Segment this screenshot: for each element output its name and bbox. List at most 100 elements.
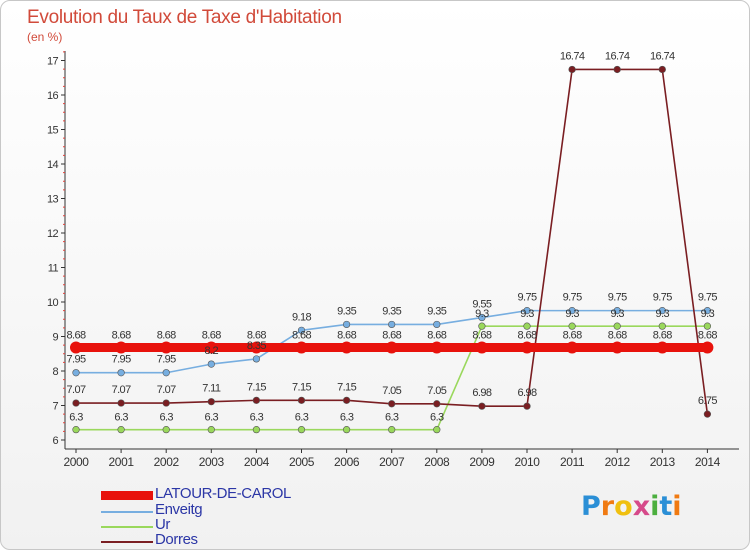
data-point — [433, 400, 441, 408]
data-point — [523, 402, 531, 410]
proxiti-logo-letter: r — [600, 491, 615, 522]
data-point — [162, 369, 170, 377]
data-label: 9.75 — [698, 292, 717, 304]
data-point — [388, 400, 396, 408]
x-tick-label: 2008 — [424, 455, 450, 469]
data-label: 8.68 — [157, 330, 176, 342]
x-tick-label: 2014 — [695, 455, 721, 469]
x-tick-label: 2004 — [244, 455, 270, 469]
x-tick-label: 2007 — [379, 455, 405, 469]
data-point — [613, 307, 621, 315]
data-point — [521, 341, 533, 354]
data-point — [115, 341, 128, 354]
data-point — [703, 307, 712, 315]
data-label: 8.68 — [292, 330, 311, 342]
x-tick-label: 2005 — [289, 455, 315, 469]
legend-swatch-dorres — [101, 541, 153, 543]
data-point — [297, 426, 306, 434]
x-tick-label: 2010 — [514, 455, 540, 469]
data-point — [205, 341, 218, 354]
data-point — [70, 341, 82, 354]
data-point — [658, 322, 666, 330]
unit-label: (en %) — [27, 30, 63, 44]
data-label: 8.68 — [517, 330, 536, 342]
data-point — [523, 307, 531, 315]
legend-swatch-enveitg — [101, 511, 153, 513]
data-point — [388, 320, 396, 329]
data-label: 7.95 — [112, 354, 131, 366]
data-label: 9.3 — [701, 308, 715, 320]
data-point — [207, 426, 215, 434]
data-label: 9.35 — [382, 305, 401, 317]
legend-label-latour-de-carol: LATOUR-DE-CAROL — [155, 485, 291, 502]
data-label: 6.3 — [159, 412, 173, 424]
data-label: 7.07 — [66, 384, 85, 396]
proxiti-logo-letter: x — [632, 491, 651, 522]
data-label: 9.35 — [427, 305, 446, 317]
data-label: 16.74 — [560, 50, 585, 62]
data-point — [297, 326, 306, 334]
legend-label-dorres: Dorres — [155, 531, 198, 548]
data-label: 9.75 — [608, 292, 627, 304]
data-point — [343, 426, 351, 434]
data-label: 9.3 — [475, 308, 489, 320]
y-tick-label: 9 — [52, 332, 58, 344]
data-point — [295, 341, 308, 354]
data-label: 6.98 — [472, 387, 491, 399]
data-label: 6.3 — [295, 412, 309, 424]
data-label: 16.74 — [605, 50, 630, 62]
data-label: 9.3 — [656, 308, 670, 320]
data-label: 7.95 — [157, 354, 176, 366]
x-tick-label: 2006 — [334, 455, 360, 469]
data-point — [385, 341, 398, 354]
data-point — [340, 341, 353, 354]
x-tick-label: 2001 — [109, 455, 135, 469]
data-label: 9.75 — [563, 292, 582, 304]
data-point — [568, 65, 576, 74]
data-point — [250, 341, 263, 354]
data-label: 7.95 — [66, 354, 85, 366]
data-label: 8.68 — [563, 330, 582, 342]
data-label: 8.68 — [427, 330, 446, 342]
data-point — [72, 369, 80, 377]
data-point — [117, 369, 125, 377]
data-point — [658, 65, 666, 74]
data-point — [343, 320, 351, 329]
y-tick-label: 12 — [47, 228, 59, 240]
data-label: 9.3 — [610, 308, 624, 320]
data-label: 7.15 — [337, 381, 356, 393]
data-point — [703, 410, 712, 418]
data-point — [566, 341, 579, 354]
data-label: 8.35 — [247, 340, 266, 352]
data-point — [117, 426, 125, 434]
data-point — [162, 426, 170, 434]
data-label: 8.68 — [472, 330, 491, 342]
data-label: 6.3 — [250, 412, 264, 424]
y-tick-label: 17 — [47, 56, 59, 68]
data-label: 6.3 — [114, 412, 128, 424]
data-label: 7.07 — [157, 384, 176, 396]
data-point — [252, 355, 260, 363]
data-point — [207, 398, 215, 406]
data-point — [611, 341, 624, 354]
proxiti-logo-letter: o — [614, 491, 633, 522]
y-tick-label: 7 — [52, 401, 58, 413]
data-label: 8.68 — [608, 330, 627, 342]
y-tick-label: 14 — [47, 159, 59, 171]
chart-title: Evolution du Taux de Taxe d'Habitation — [27, 7, 342, 28]
data-point — [430, 341, 443, 354]
data-label: 8.68 — [247, 330, 266, 342]
data-label: 8.68 — [337, 330, 356, 342]
data-point — [656, 341, 669, 354]
data-label: 8.68 — [202, 330, 221, 342]
data-label: 8.68 — [698, 330, 717, 342]
data-point — [433, 426, 441, 434]
data-point — [703, 322, 712, 330]
data-point — [343, 396, 351, 404]
data-point — [568, 307, 576, 315]
data-point — [523, 322, 531, 330]
x-tick-label: 2012 — [605, 455, 631, 469]
data-label: 9.35 — [337, 305, 356, 317]
